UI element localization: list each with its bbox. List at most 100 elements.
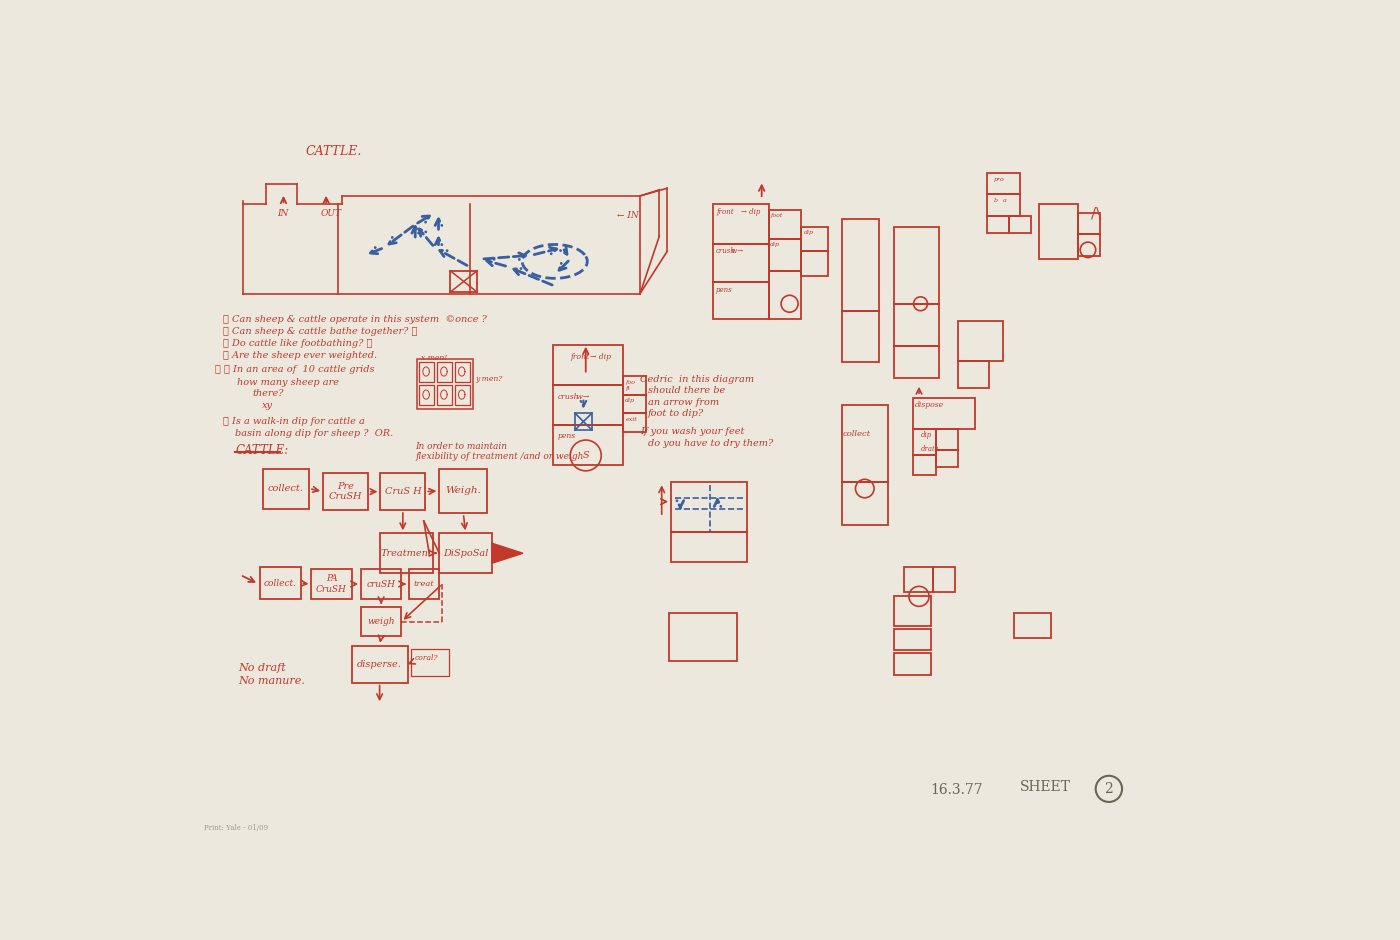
- Bar: [769, 210, 801, 239]
- Text: front: front: [570, 353, 589, 361]
- Text: dip: dip: [921, 431, 932, 439]
- Text: → dip: → dip: [741, 209, 760, 216]
- Text: 16.3.77: 16.3.77: [931, 783, 983, 797]
- Bar: [263, 468, 309, 509]
- Text: ④ Are the sheep ever weighted.: ④ Are the sheep ever weighted.: [223, 352, 377, 361]
- Text: → dip: → dip: [591, 353, 612, 361]
- Text: CruS H: CruS H: [385, 487, 421, 496]
- Bar: [671, 482, 748, 532]
- Text: S: S: [582, 451, 589, 460]
- Text: an arrow from: an arrow from: [648, 398, 718, 407]
- Text: 2: 2: [1105, 782, 1113, 796]
- Bar: [381, 533, 433, 573]
- Bar: [841, 482, 888, 525]
- Text: crush: crush: [557, 393, 580, 401]
- Bar: [895, 596, 931, 626]
- Bar: [913, 429, 937, 456]
- Text: ③ Do cattle like footbathing? ✓: ③ Do cattle like footbathing? ✓: [223, 339, 372, 348]
- Text: a: a: [1002, 197, 1007, 202]
- Bar: [323, 473, 368, 510]
- Text: /\: /\: [1091, 207, 1100, 221]
- Text: IN: IN: [277, 209, 288, 218]
- Bar: [713, 243, 769, 282]
- Text: No draft: No draft: [238, 664, 287, 673]
- Bar: [913, 456, 937, 475]
- Text: If you wash your feet: If you wash your feet: [640, 427, 745, 436]
- Bar: [958, 321, 1002, 361]
- Text: ← IN: ← IN: [617, 212, 638, 220]
- Text: should there be: should there be: [648, 386, 725, 395]
- Text: pro: pro: [994, 177, 1004, 181]
- Text: OUT: OUT: [321, 209, 342, 218]
- Bar: [841, 405, 888, 482]
- Bar: [440, 533, 491, 573]
- Polygon shape: [491, 543, 524, 563]
- Bar: [903, 567, 932, 592]
- Text: In order to maintain: In order to maintain: [416, 442, 525, 450]
- Text: Cedric  in this diagram: Cedric in this diagram: [640, 375, 755, 384]
- Bar: [937, 450, 958, 467]
- Bar: [623, 413, 647, 431]
- Bar: [412, 650, 448, 677]
- Text: Print: Yale - 01/09: Print: Yale - 01/09: [204, 824, 269, 832]
- Text: y men?: y men?: [476, 375, 503, 383]
- Bar: [841, 219, 879, 311]
- Bar: [895, 629, 931, 650]
- Bar: [553, 345, 623, 385]
- Bar: [895, 653, 931, 675]
- Text: flexibility of treatment /and or weigh: flexibility of treatment /and or weigh: [416, 452, 584, 462]
- Text: ✗ ⑤ In an area of  10 cattle grids: ✗ ⑤ In an area of 10 cattle grids: [216, 366, 375, 374]
- Bar: [623, 395, 647, 413]
- Bar: [455, 384, 469, 405]
- Text: w→: w→: [729, 247, 743, 255]
- Bar: [895, 346, 939, 379]
- Text: do you have to dry them?: do you have to dry them?: [648, 438, 773, 447]
- Bar: [987, 173, 1019, 195]
- Bar: [987, 195, 1019, 216]
- Text: cruSH: cruSH: [367, 580, 396, 588]
- Text: treat: treat: [413, 580, 434, 588]
- Bar: [801, 227, 829, 251]
- Text: Treatment: Treatment: [381, 549, 433, 557]
- Text: dip: dip: [770, 243, 780, 247]
- Text: front: front: [715, 209, 734, 216]
- Bar: [553, 426, 623, 465]
- Text: dispose: dispose: [916, 400, 944, 409]
- Text: disperse.: disperse.: [357, 660, 402, 668]
- Bar: [437, 362, 452, 383]
- Bar: [937, 429, 958, 450]
- Bar: [419, 384, 434, 405]
- Text: CATTLE:: CATTLE:: [235, 444, 288, 457]
- Text: weigh: weigh: [367, 618, 395, 626]
- Text: dip: dip: [626, 399, 636, 403]
- Bar: [1078, 212, 1099, 234]
- Text: PA
CruSH: PA CruSH: [316, 574, 347, 594]
- Bar: [260, 567, 301, 600]
- Text: No manure.: No manure.: [238, 676, 305, 685]
- Bar: [575, 413, 592, 430]
- Bar: [1039, 204, 1078, 259]
- Bar: [1014, 613, 1051, 638]
- Bar: [440, 468, 487, 513]
- Text: x men!: x men!: [421, 353, 448, 362]
- Bar: [769, 239, 801, 272]
- Bar: [958, 361, 988, 387]
- Bar: [455, 362, 469, 383]
- Bar: [913, 398, 974, 429]
- Text: drain: drain: [921, 446, 939, 453]
- Bar: [769, 272, 801, 320]
- Text: foo
ft: foo ft: [626, 380, 636, 391]
- Bar: [1009, 216, 1030, 233]
- Bar: [417, 359, 473, 409]
- Bar: [437, 384, 452, 405]
- Text: ② Can sheep & cattle bathe together? ✓: ② Can sheep & cattle bathe together? ✓: [223, 327, 417, 336]
- Text: how many sheep are: how many sheep are: [237, 378, 339, 386]
- Text: foot: foot: [770, 212, 783, 218]
- Text: ① Can sheep & cattle operate in this system  ©once ?: ① Can sheep & cattle operate in this sys…: [223, 315, 487, 323]
- Text: coral?: coral?: [414, 654, 438, 662]
- Bar: [351, 646, 407, 682]
- Text: b: b: [994, 197, 997, 202]
- Text: collect: collect: [843, 430, 871, 438]
- Bar: [671, 532, 748, 562]
- Bar: [801, 251, 829, 276]
